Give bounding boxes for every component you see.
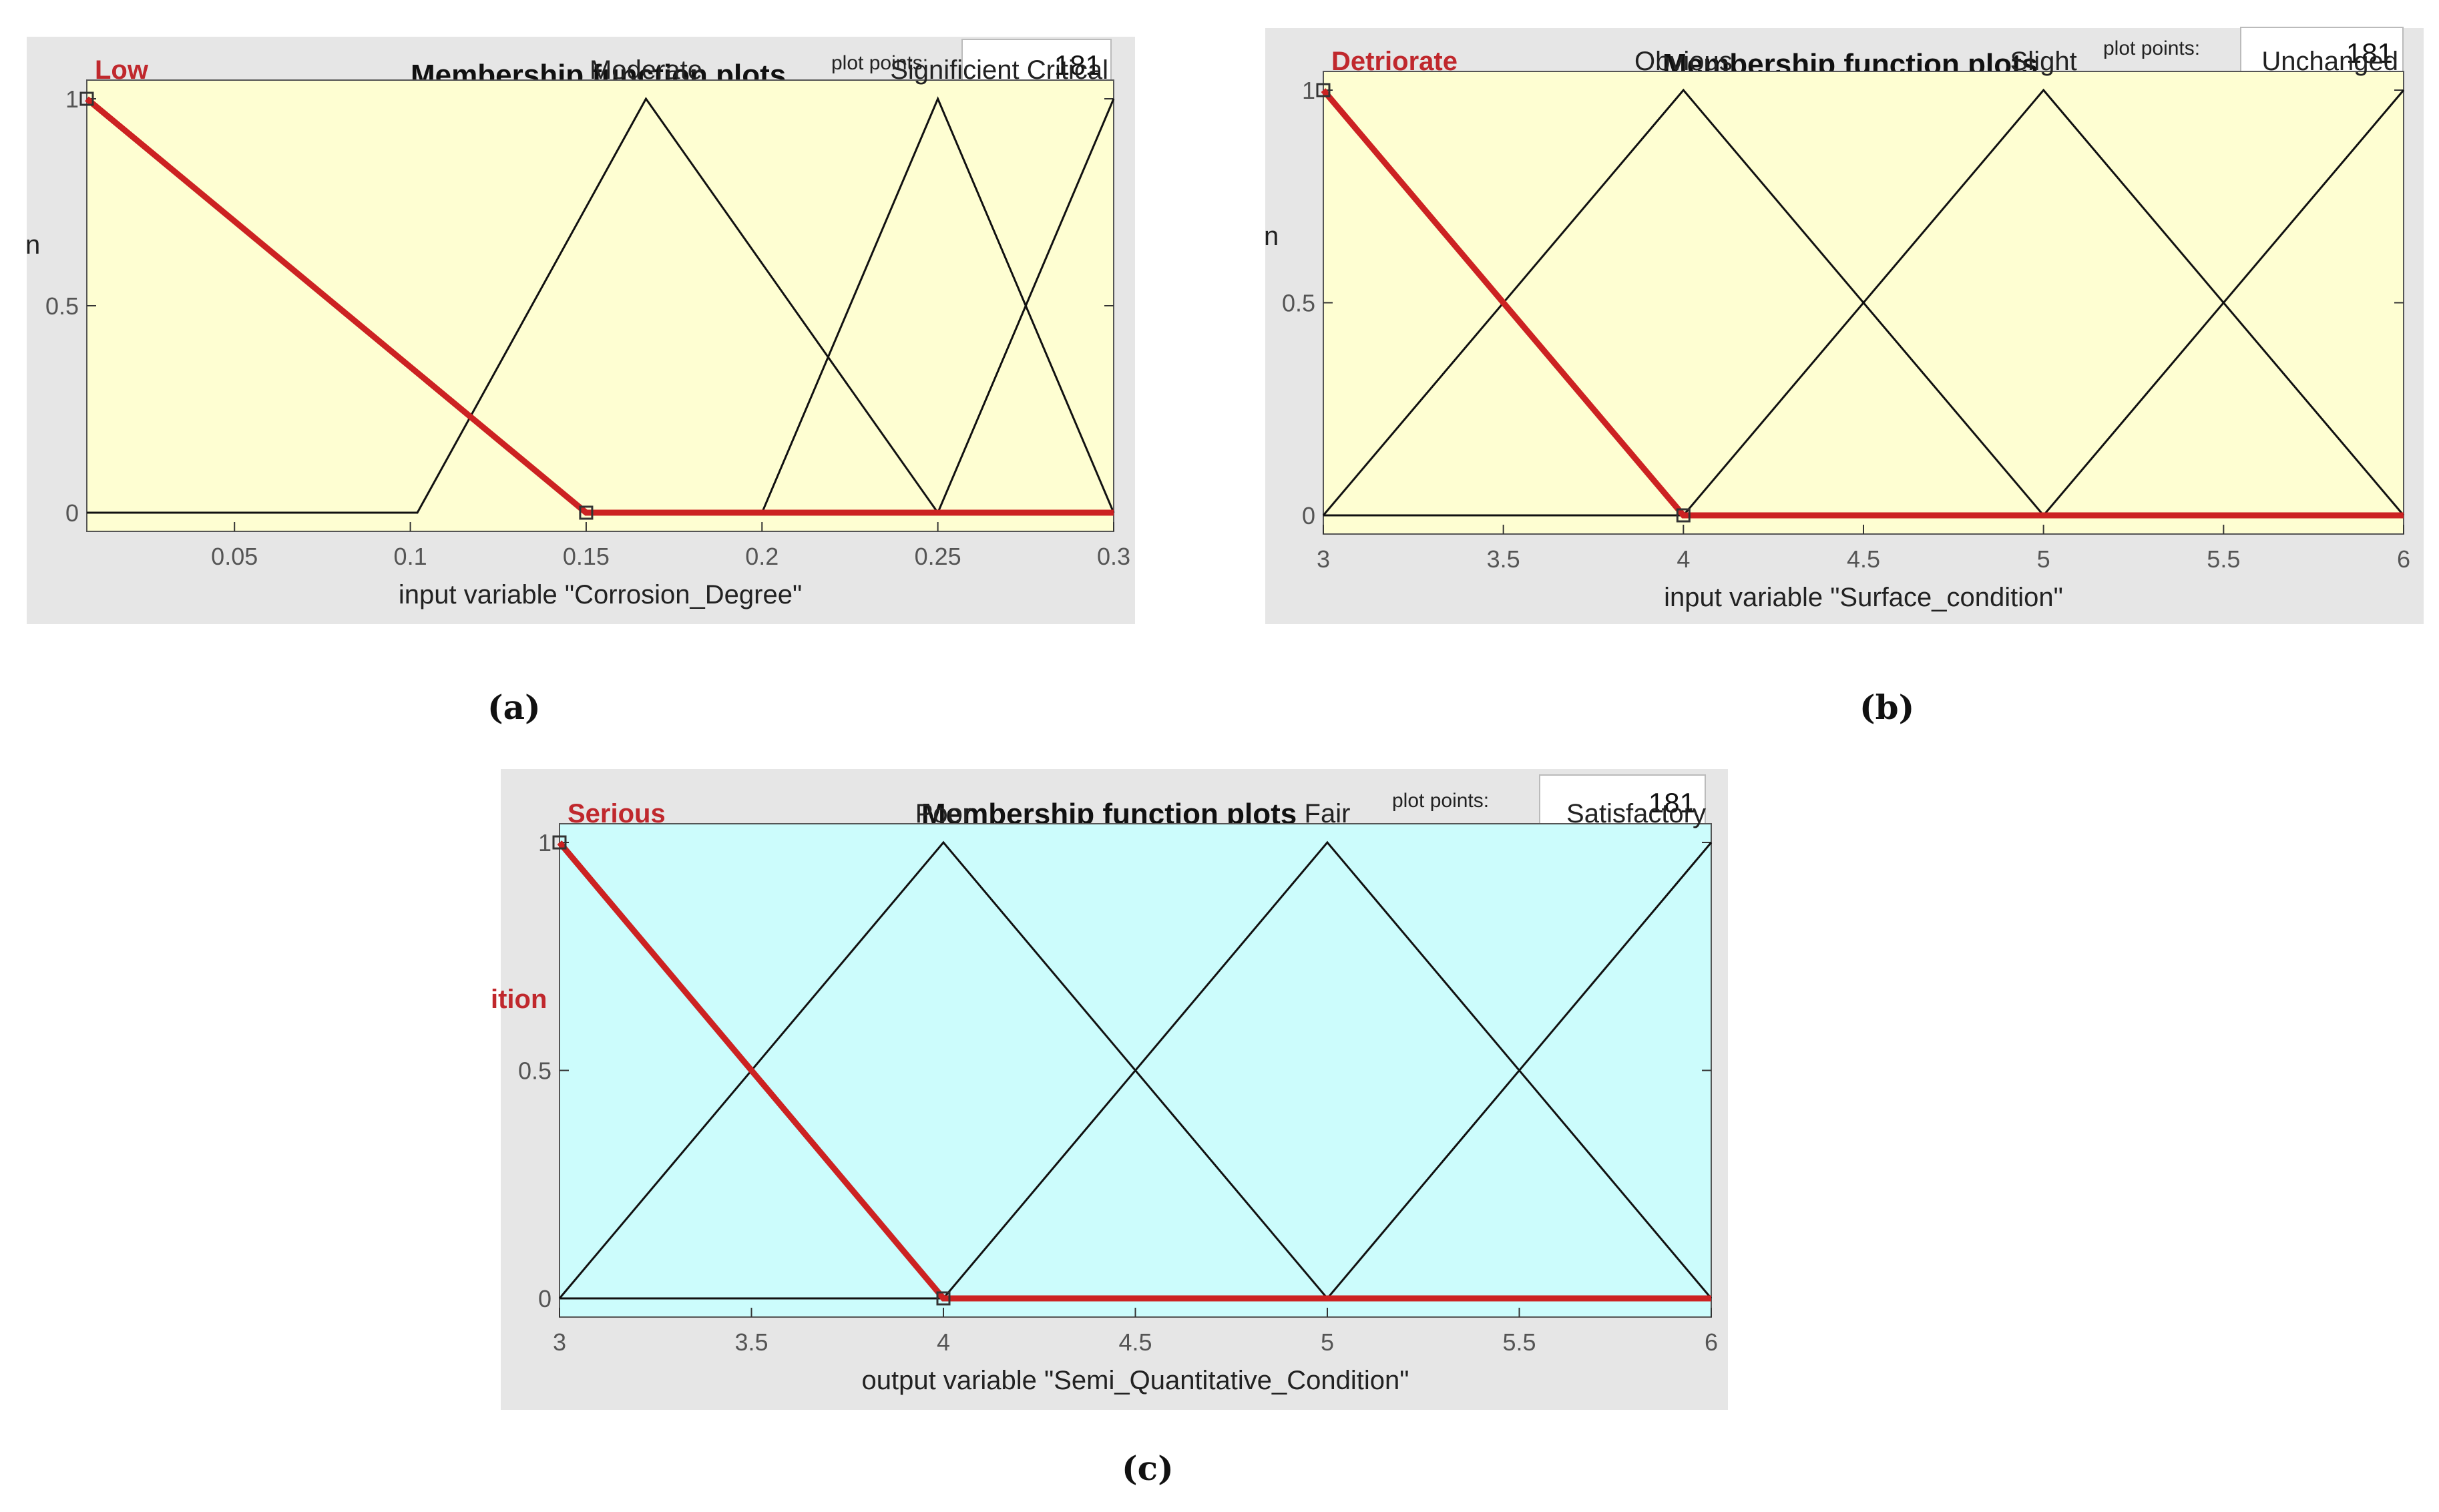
mf-label-moderate: Moderate (590, 55, 702, 85)
x-tick-label: 5 (2037, 545, 2050, 573)
mf-label-detriorate: Detriorate (1331, 47, 1458, 76)
mf-label-serious: Serious (568, 799, 666, 828)
y-tick-label: 0.5 (45, 292, 79, 320)
caption-c: (c) (1122, 1449, 1174, 1488)
mf-line-serious (557, 840, 1711, 1302)
x-tick-label: 5.5 (1502, 1328, 1536, 1356)
mf-line-significient (760, 96, 1115, 513)
caption-a: (a) (487, 688, 541, 727)
x-tick-label: 4.5 (1118, 1328, 1152, 1356)
x-axis-label: output variable "Semi_Quantitative_Condi… (862, 1366, 1409, 1395)
y-tick-label: 1 (1302, 77, 1315, 104)
mf-vertex-marker (79, 91, 94, 106)
x-tick-label: 0.3 (1097, 543, 1130, 570)
x-tick-label: 4.5 (1847, 545, 1880, 573)
x-tick-label: 0.25 (915, 543, 961, 570)
mf-label-obvious: Obvious (1634, 47, 1733, 76)
mf-vertex-marker (552, 835, 567, 850)
x-tick-label: 5.5 (2207, 545, 2240, 573)
y-side-label-a: n (25, 230, 41, 260)
x-tick-label: 3.5 (734, 1328, 768, 1356)
y-tick-label: 0 (1302, 502, 1315, 529)
mf-label-fair: Fair (1305, 799, 1351, 828)
mf-label-unchanged: Unchanged (2261, 47, 2398, 76)
plot-points-label-c: plot points: (1392, 790, 1490, 812)
x-tick-label: 4 (1677, 545, 1690, 573)
mf-line-low (85, 96, 1114, 516)
plot-points-label-b: plot points: (2103, 37, 2201, 59)
x-tick-label: 4 (937, 1328, 950, 1356)
x-tick-label: 0.2 (745, 543, 779, 570)
x-tick-label: 6 (2397, 545, 2410, 573)
y-side-label-b: n (1264, 222, 1279, 251)
x-tick-label: 5 (1321, 1328, 1334, 1356)
mf-label-slight: Slight (2010, 47, 2077, 76)
y-tick-label: 0 (65, 499, 79, 527)
x-tick-label: 3.5 (1487, 545, 1520, 573)
y-tick-label: 0.5 (518, 1057, 551, 1085)
mf-vertex-marker (579, 505, 594, 520)
y-tick-label: 0.5 (1282, 290, 1315, 317)
caption-b: (b) (1859, 688, 1915, 727)
x-tick-label: 0.05 (211, 543, 258, 570)
mf-vertex-marker (936, 1291, 951, 1306)
x-axis-label: input variable "Surface_condition" (1664, 583, 2063, 612)
mf-label-low: Low (95, 55, 149, 85)
mf-label-satisfactory: Satisfactory (1566, 799, 1706, 828)
x-axis-label: input variable "Corrosion_Degree" (399, 580, 802, 609)
x-tick-label: 6 (1705, 1328, 1718, 1356)
x-tick-label: 3 (553, 1328, 566, 1356)
mf-label-significient-critical: Significient Critical (890, 55, 1108, 85)
plot-points-input-c[interactable]: 181 (1539, 774, 1706, 832)
plot-area (86, 79, 1114, 532)
y-tick-label: 1 (65, 85, 79, 113)
y-tick-label: 0 (538, 1285, 551, 1312)
mf-label-poor: Poor (915, 799, 972, 828)
y-tick-label: 1 (538, 829, 551, 856)
mf-vertex-marker (1676, 508, 1691, 523)
mf-line-detriorate (1321, 88, 2404, 519)
x-tick-label: 0.15 (563, 543, 610, 570)
x-tick-label: 0.1 (394, 543, 427, 570)
mf-vertex-marker (1316, 83, 1331, 97)
y-side-label-c: ition (491, 985, 547, 1014)
mf-line-critical (937, 98, 1115, 513)
x-tick-label: 3 (1317, 545, 1330, 573)
plot-points-label-a: plot points: (831, 52, 929, 74)
